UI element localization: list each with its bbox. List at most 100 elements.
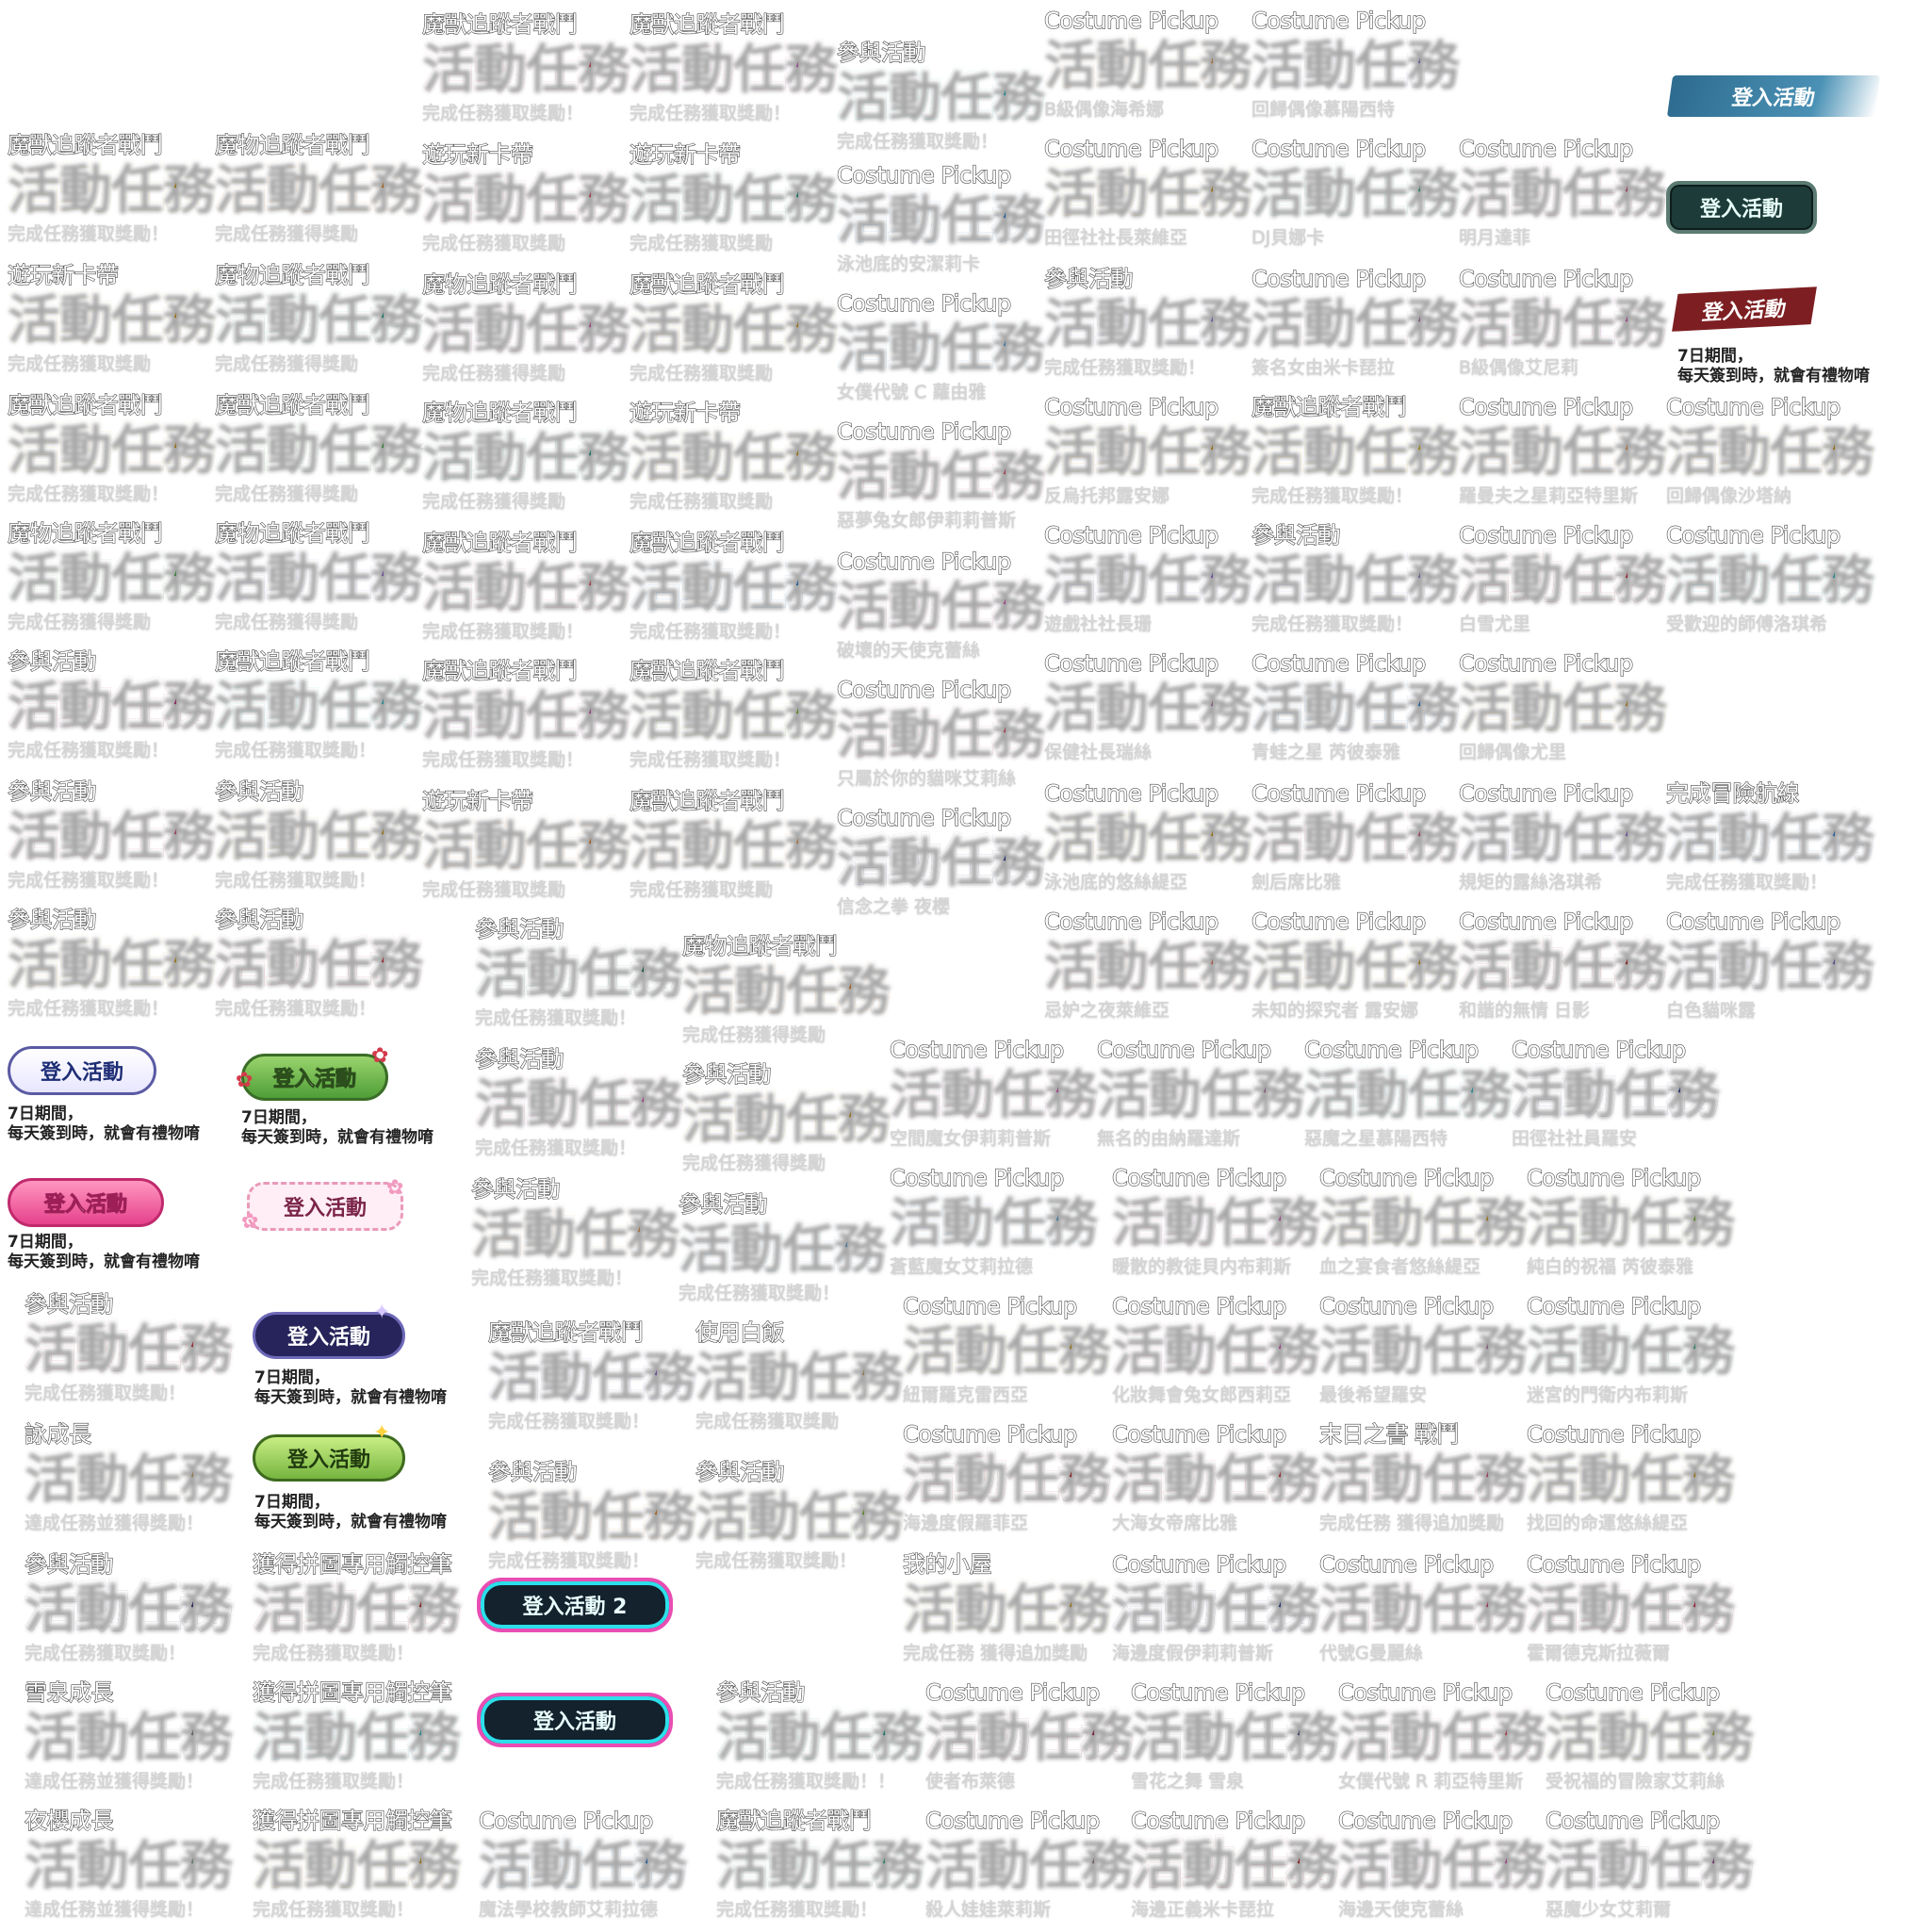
event-title-tile: Costume Pickup 活動任務 紐爾羅克雷西亞: [902, 1292, 1113, 1417]
tile-footer: 魔法學校教師艾莉拉德: [478, 1899, 659, 1921]
event-title-tile: Costume Pickup 活動任務 明月達菲: [1458, 135, 1669, 260]
tile-footer: 惡夢兔女郎伊莉莉普斯: [836, 510, 1017, 532]
tile-title: 活動任務: [214, 673, 425, 736]
login-period-text: 7日期間， 每天簽到時，就會有禮物唷: [254, 1492, 449, 1533]
tile-footer: 回歸偶像慕陽西特: [1251, 99, 1396, 121]
event-title-tile: 獲得拼圖專用觸控筆 活動任務 完成任務獲取獎勵！: [252, 1550, 463, 1676]
login-event-label: 登入活動: [272, 1068, 356, 1092]
tile-title: 活動任務: [1318, 1318, 1529, 1381]
event-title-tile: Costume Pickup 活動任務 回歸偶像慕陽西特: [1251, 7, 1462, 132]
tile-title: 活動任務: [214, 287, 425, 350]
login-event-lace-bubble[interactable]: 登入活動: [247, 1182, 403, 1231]
tile-subtitle: Costume Pickup: [1111, 1164, 1286, 1191]
tile-subtitle: Costume Pickup: [1043, 7, 1219, 34]
tile-subtitle: Costume Pickup: [1111, 1420, 1286, 1448]
login-period-text: 7日期間， 每天簽到時，就會有禮物唷: [7, 1104, 202, 1145]
login-event-white-bubble[interactable]: 登入活動: [8, 1046, 156, 1095]
tile-footer: 青蛙之星 芮彼泰雅: [1251, 742, 1401, 763]
tile-subtitle: 詠成長: [24, 1420, 91, 1448]
tile-subtitle: 參與活動: [214, 778, 304, 805]
tile-footer: 完成任務獲取獎勵: [629, 879, 774, 901]
event-title-tile: 參與活動 活動任務 完成任務獲取獎勵！: [487, 1458, 698, 1583]
tile-subtitle: Costume Pickup: [1096, 1036, 1271, 1063]
event-title-tile: Costume Pickup 活動任務 霍爾德克斯拉薇爾: [1526, 1550, 1737, 1676]
tile-subtitle: 我的小屋: [902, 1550, 992, 1578]
tile-subtitle: 魔獸追蹤者戰鬥: [629, 10, 785, 38]
login-event-green-bubble[interactable]: 登入活動: [241, 1054, 388, 1101]
event-title-tile: 魔獸追蹤者戰鬥 活動任務 完成任務獲取獎勵！: [7, 131, 218, 256]
tile-subtitle: Costume Pickup: [924, 1807, 1100, 1834]
event-title-tile: 魔物追蹤者戰鬥 活動任務 完成任務獲得獎勵: [681, 932, 892, 1057]
tile-footer: 霍爾德克斯拉薇爾: [1526, 1643, 1671, 1664]
tile-footer: 完成任務獲取獎勵: [695, 1411, 840, 1433]
login-event-label: 登入活動: [283, 1197, 367, 1220]
tile-subtitle: Costume Pickup: [836, 418, 1011, 445]
tile-subtitle: Costume Pickup: [1511, 1036, 1686, 1063]
tile-title: 活動任務: [1526, 1189, 1737, 1253]
login-period-text: 7日期間， 每天簽到時，就會有禮物唷: [1676, 346, 1872, 387]
event-title-tile: 遊玩新卡帶 活動任務 完成任務獲取獎勵: [629, 399, 840, 524]
tile-footer: 血之宴食者悠絲緹亞: [1318, 1256, 1481, 1278]
tile-footer: 殺人娃娃萊莉斯: [924, 1899, 1052, 1921]
event-title-tile: 魔獸追蹤者戰鬥 活動任務 完成任務獲取獎勵！: [715, 1807, 926, 1932]
tile-footer: 空間魔女伊莉莉普斯: [889, 1128, 1052, 1150]
tile-title: 活動任務: [629, 166, 840, 229]
tile-title: 活動任務: [7, 673, 218, 736]
login-event-label: 登入活動: [1699, 198, 1783, 221]
event-title-tile: Costume Pickup 活動任務 簽名女由米卡琵拉: [1251, 265, 1462, 390]
tile-subtitle: Costume Pickup: [1318, 1292, 1494, 1319]
event-title-tile: 遊玩新卡帶 活動任務 完成任務獲取獎勵: [7, 261, 218, 386]
tile-title: 活動任務: [629, 554, 840, 617]
tile-subtitle: Costume Pickup: [1303, 1036, 1479, 1063]
tile-subtitle: Costume Pickup: [836, 548, 1011, 575]
tile-title: 活動任務: [1511, 1061, 1722, 1124]
event-title-tile: 參與活動 活動任務 完成任務獲取獎勵！: [1043, 265, 1254, 390]
tile-footer: DJ貝娜卡: [1251, 227, 1325, 249]
tile-title: 活動任務: [1665, 418, 1876, 482]
tile-footer: 女僕代號 C 蘿由雅: [836, 382, 987, 403]
login-event-dark-pill-button[interactable]: 登入活動: [1666, 181, 1817, 234]
tile-subtitle: 參與活動: [678, 1190, 768, 1218]
tile-title: 活動任務: [681, 1086, 892, 1149]
login-event-label: 登入活動: [532, 1711, 616, 1734]
tile-subtitle: 獲得拼圖專用觸控筆: [252, 1550, 452, 1578]
event-title-tile: 參與活動 活動任務 完成任務獲取獎勵！: [474, 915, 685, 1040]
tile-title: 活動任務: [1458, 418, 1669, 482]
tile-footer: 完成任務獲取獎勵！: [695, 1550, 858, 1572]
tile-footer: 完成任務獲取獎勵！: [7, 740, 170, 761]
event-title-tile: Costume Pickup 活動任務 回歸偶像沙塔納: [1665, 393, 1876, 518]
tile-footer: 完成任務獲取獎勵！: [214, 870, 377, 892]
login-event-lime-bubble[interactable]: 登入活動: [253, 1434, 405, 1482]
login-event-2-led-button[interactable]: 登入活動 2: [477, 1578, 673, 1632]
event-title-tile: Costume Pickup 活動任務 海邊度假伊莉莉普斯: [1111, 1550, 1322, 1676]
event-title-tile: Costume Pickup 活動任務 暖散的教徒貝内布莉斯: [1111, 1164, 1322, 1289]
login-event-brush-button[interactable]: 登入活動: [1666, 75, 1881, 117]
event-title-tile: Costume Pickup 活動任務 空間魔女伊莉莉普斯: [889, 1036, 1100, 1161]
event-title-tile: 遊玩新卡帶 活動任務 完成任務獲取獎勵: [421, 140, 632, 266]
tile-footer: 化妝舞會兔女郎西莉亞: [1111, 1384, 1292, 1406]
event-title-tile: Costume Pickup 活動任務 無名的由納羅達斯: [1096, 1036, 1307, 1161]
tile-title: 活動任務: [1043, 547, 1254, 610]
event-title-tile: 魔獸追蹤者戰鬥 活動任務 完成任務獲取獎勵！: [214, 647, 425, 773]
tile-footer: 完成任務獲取獎勵！: [474, 1007, 637, 1029]
tile-footer: 完成任務獲得獎勵: [7, 612, 152, 633]
tile-footer: 完成任務獲取獎勵！！: [715, 1771, 896, 1793]
tile-title: 活動任務: [1111, 1576, 1322, 1639]
tile-footer: 完成任務 獲得追加獎勵: [902, 1643, 1088, 1664]
tile-footer: 完成任務獲得獎勵: [214, 612, 359, 633]
login-event-navy-bubble[interactable]: 登入活動: [253, 1312, 405, 1359]
tile-footer: 完成任務獲取獎勵！: [629, 621, 792, 643]
tile-footer: 完成任務獲取獎勵！: [1043, 357, 1206, 379]
tile-title: 活動任務: [214, 803, 425, 866]
login-event-red-banner[interactable]: 登入活動: [1672, 287, 1817, 332]
tile-footer: 惡魔少女艾莉爾: [1545, 1899, 1672, 1921]
sparkle-icon: ✦: [373, 1301, 391, 1324]
event-title-tile: 魔獸追蹤者戰鬥 活動任務 完成任務獲取獎勵！: [629, 657, 840, 782]
tile-footer: 使者布萊德: [924, 1771, 1016, 1793]
tile-title: 活動任務: [421, 36, 632, 99]
event-title-tile: Costume Pickup 活動任務 田徑社社長萊維亞: [1043, 135, 1254, 260]
tile-subtitle: 參與活動: [695, 1458, 785, 1485]
login-event-led-button[interactable]: 登入活動: [477, 1693, 673, 1747]
login-event-pink-bubble[interactable]: 登入活動: [8, 1178, 164, 1227]
tile-title: 活動任務: [836, 64, 1047, 127]
